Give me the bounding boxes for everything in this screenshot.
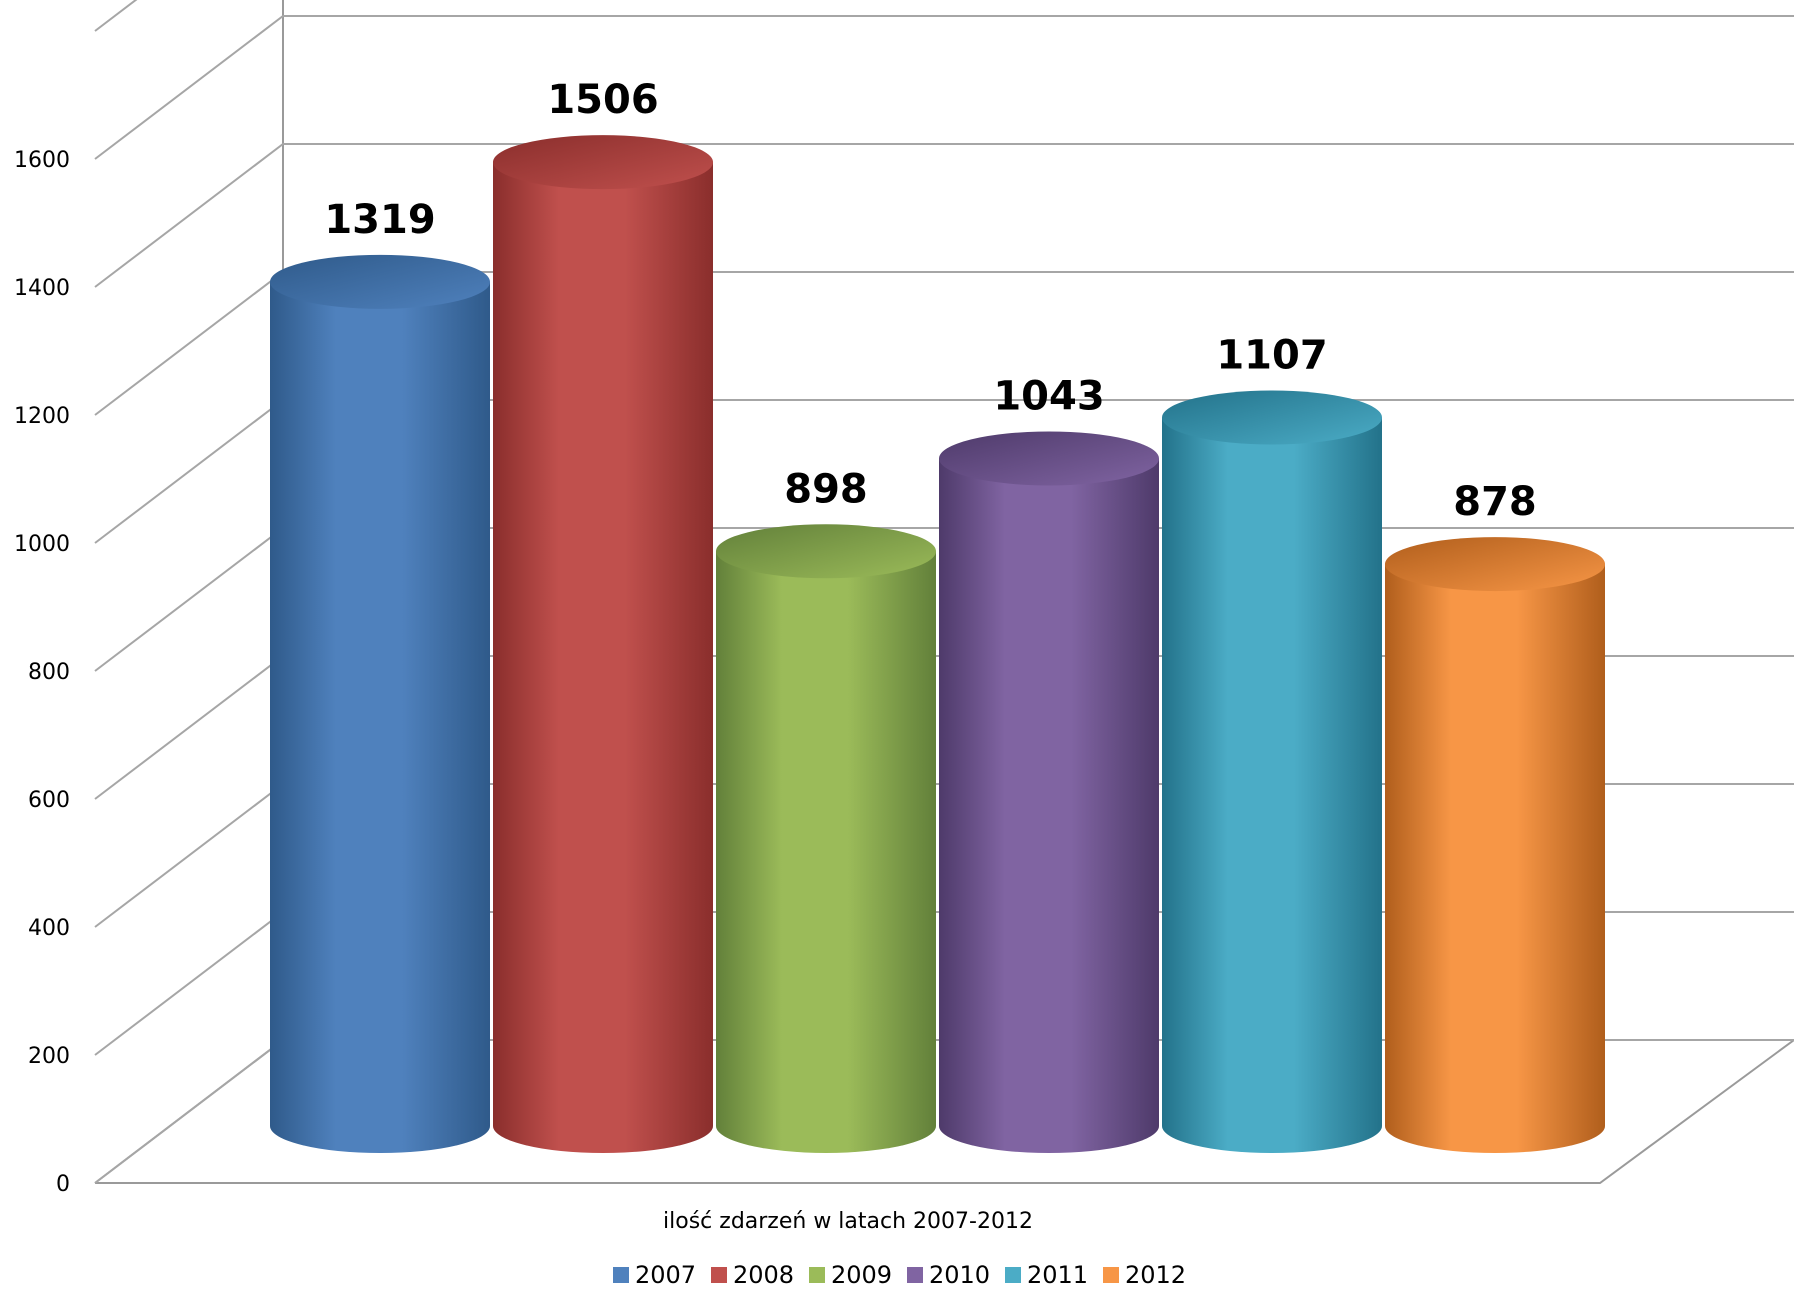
bar-body xyxy=(1162,417,1382,1153)
bar-top xyxy=(1385,537,1605,592)
gridline xyxy=(94,15,1794,160)
bar-2010 xyxy=(939,431,1159,1154)
legend: 2007 2008 2009 2010 2011 2012 xyxy=(613,1261,1186,1289)
bar-2008 xyxy=(493,135,713,1153)
y-tick-label: 800 xyxy=(28,660,70,685)
legend-swatch xyxy=(907,1267,923,1283)
data-label: 1107 xyxy=(1216,333,1327,379)
y-tick-label: 200 xyxy=(28,1044,70,1069)
y-tick-label: 1400 xyxy=(14,276,70,301)
legend-label: 2008 xyxy=(733,1261,794,1289)
bars xyxy=(270,135,1605,1154)
gridline xyxy=(94,143,1794,288)
y-tick-label: 1000 xyxy=(14,532,70,557)
data-label: 1319 xyxy=(324,197,435,243)
bar-top xyxy=(939,431,1159,486)
bar-2011 xyxy=(1162,390,1382,1153)
legend-label: 2012 xyxy=(1125,1261,1186,1289)
y-tick-label: 600 xyxy=(28,788,70,813)
legend-item-2012: 2012 xyxy=(1103,1261,1186,1289)
bar-top xyxy=(716,524,936,579)
y-tick-labels: 0 200 400 600 800 1000 1200 1400 1600 xyxy=(14,148,70,1197)
legend-swatch xyxy=(1005,1267,1021,1283)
data-label: 878 xyxy=(1453,479,1537,525)
x-axis-title: ilość zdarzeń w latach 2007-2012 xyxy=(663,1209,1033,1234)
legend-swatch xyxy=(711,1267,727,1283)
bar-2012 xyxy=(1385,537,1605,1153)
data-labels: 1319 1506 898 1043 1107 878 xyxy=(324,77,1536,525)
y-tick-label: 400 xyxy=(28,916,70,941)
legend-swatch xyxy=(809,1267,825,1283)
bar-body xyxy=(939,458,1159,1154)
bar-2007 xyxy=(270,254,490,1154)
data-label: 898 xyxy=(784,466,868,512)
bar-top xyxy=(1162,390,1382,445)
legend-item-2011: 2011 xyxy=(1005,1261,1088,1289)
legend-item-2008: 2008 xyxy=(711,1261,794,1289)
legend-label: 2009 xyxy=(831,1261,892,1289)
y-tick-label: 1200 xyxy=(14,404,70,429)
bar-top xyxy=(270,254,490,309)
bar-top xyxy=(493,135,713,190)
legend-label: 2007 xyxy=(635,1261,696,1289)
legend-item-2007: 2007 xyxy=(613,1261,696,1289)
legend-item-2009: 2009 xyxy=(809,1261,892,1289)
legend-label: 2011 xyxy=(1027,1261,1088,1289)
legend-swatch xyxy=(1103,1267,1119,1283)
y-tick-label: 0 xyxy=(56,1172,70,1197)
bar-body xyxy=(1385,564,1605,1153)
legend-label: 2010 xyxy=(929,1261,990,1289)
y-tick-label: 1600 xyxy=(14,148,70,173)
bar-body xyxy=(270,281,490,1154)
bar-body xyxy=(493,162,713,1153)
legend-item-2010: 2010 xyxy=(907,1261,990,1289)
bar-2009 xyxy=(716,524,936,1153)
legend-swatch xyxy=(613,1267,629,1283)
data-label: 1506 xyxy=(547,77,658,123)
bar-body xyxy=(716,551,936,1153)
data-label: 1043 xyxy=(993,373,1104,419)
